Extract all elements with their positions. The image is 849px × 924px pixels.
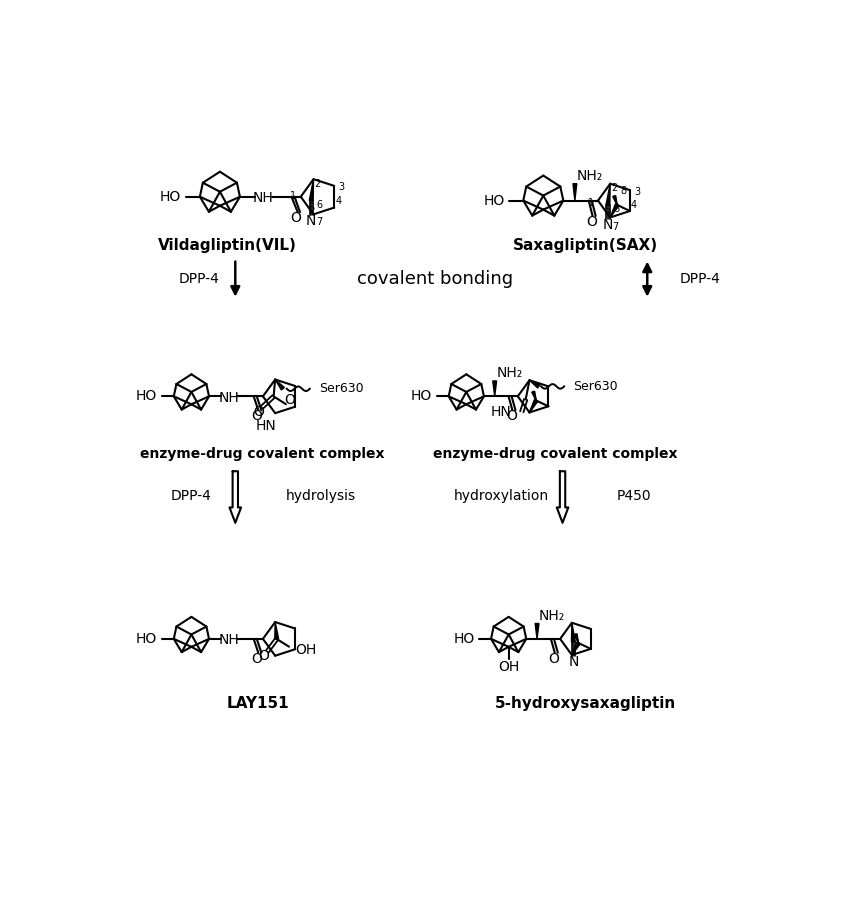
Text: NH: NH	[219, 391, 239, 405]
Polygon shape	[613, 196, 617, 205]
Polygon shape	[572, 642, 580, 655]
Text: HO: HO	[136, 632, 157, 646]
Text: enzyme-drug covalent complex: enzyme-drug covalent complex	[140, 446, 385, 460]
Polygon shape	[606, 184, 610, 205]
Text: Vildagliptin(VIL): Vildagliptin(VIL)	[158, 238, 297, 253]
Polygon shape	[610, 204, 619, 217]
Text: 8: 8	[620, 186, 627, 196]
Text: NH: NH	[219, 634, 239, 648]
Text: O: O	[548, 652, 559, 666]
Text: Ser630: Ser630	[573, 380, 618, 393]
Polygon shape	[573, 184, 576, 201]
Text: hydroxylation: hydroxylation	[453, 489, 548, 503]
Text: P450: P450	[616, 489, 651, 503]
Text: 5: 5	[604, 205, 610, 215]
Text: O: O	[284, 394, 295, 407]
Text: HO: HO	[160, 189, 182, 203]
Text: N: N	[306, 213, 317, 227]
Text: 4: 4	[631, 200, 637, 210]
Text: hydrolysis: hydrolysis	[285, 489, 356, 503]
Text: 7: 7	[612, 222, 619, 232]
Text: DPP-4: DPP-4	[178, 272, 220, 286]
Text: O: O	[253, 405, 264, 419]
Text: HO: HO	[411, 389, 432, 404]
Text: 6: 6	[317, 200, 323, 210]
Text: 2: 2	[611, 183, 617, 193]
Text: NH₂: NH₂	[576, 169, 603, 183]
Text: HN: HN	[256, 419, 276, 432]
Text: HO: HO	[453, 632, 475, 646]
Text: O: O	[290, 211, 301, 225]
Polygon shape	[531, 391, 536, 400]
Text: O: O	[251, 409, 262, 423]
Text: HO: HO	[136, 389, 157, 404]
Polygon shape	[275, 380, 284, 390]
Text: enzyme-drug covalent complex: enzyme-drug covalent complex	[433, 446, 678, 460]
Text: 3: 3	[338, 182, 344, 192]
Polygon shape	[530, 399, 537, 412]
Text: NH₂: NH₂	[538, 609, 565, 623]
Text: O: O	[506, 409, 517, 423]
Polygon shape	[275, 622, 278, 639]
Polygon shape	[530, 380, 540, 388]
Text: covalent bonding: covalent bonding	[357, 270, 513, 287]
Text: 7: 7	[316, 217, 322, 227]
Text: HO: HO	[483, 194, 504, 208]
Polygon shape	[492, 381, 497, 396]
Text: OH: OH	[295, 643, 317, 657]
Text: 2: 2	[314, 178, 320, 188]
Text: HN: HN	[491, 405, 512, 419]
Text: 3: 3	[634, 187, 640, 197]
Text: NH: NH	[253, 191, 273, 205]
Polygon shape	[535, 624, 539, 638]
Text: DPP-4: DPP-4	[679, 272, 721, 286]
Text: LAY151: LAY151	[227, 697, 290, 711]
Text: Ser630: Ser630	[319, 383, 363, 395]
Text: N: N	[603, 218, 613, 232]
Text: 5: 5	[308, 203, 314, 213]
Text: OH: OH	[498, 660, 520, 674]
Polygon shape	[574, 634, 578, 643]
Text: 1: 1	[588, 198, 594, 208]
Text: 1: 1	[290, 191, 296, 201]
Text: 6: 6	[613, 204, 620, 214]
Polygon shape	[571, 623, 576, 642]
Polygon shape	[309, 179, 313, 201]
Text: N: N	[568, 655, 578, 669]
Text: 4: 4	[335, 197, 342, 206]
Text: O: O	[258, 649, 269, 663]
Text: Saxagliptin(SAX): Saxagliptin(SAX)	[513, 238, 658, 253]
Text: O: O	[587, 215, 597, 229]
Text: DPP-4: DPP-4	[171, 489, 212, 503]
Text: O: O	[251, 652, 262, 666]
Text: NH₂: NH₂	[496, 366, 522, 381]
Text: 5-hydroxysaxagliptin: 5-hydroxysaxagliptin	[495, 697, 677, 711]
